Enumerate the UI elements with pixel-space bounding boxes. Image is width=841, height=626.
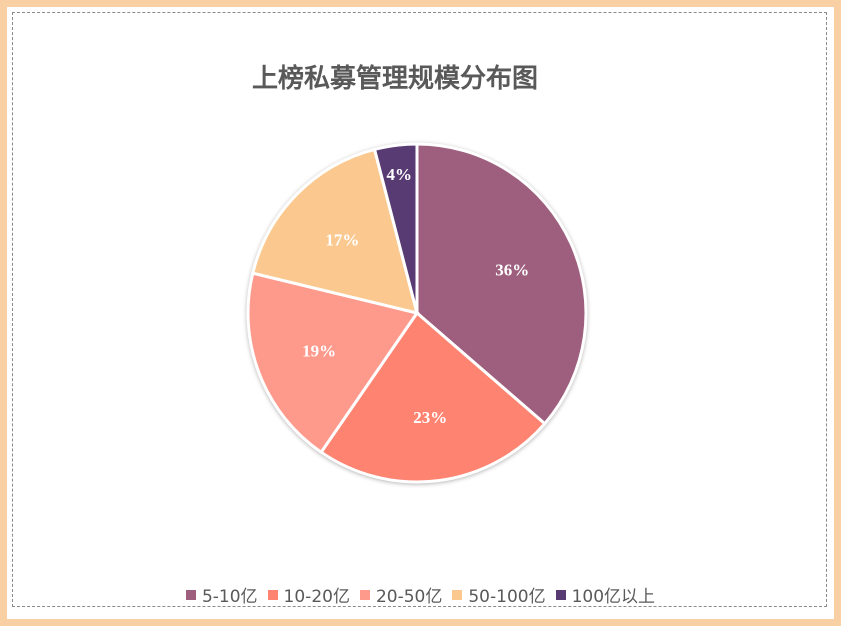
legend-label: 100亿以上 — [571, 587, 656, 607]
legend-item: 50-100亿 — [452, 582, 546, 607]
legend-item: 20-50亿 — [359, 582, 443, 607]
legend-label: 50-100亿 — [468, 587, 546, 607]
pie-slice-4 — [250, 147, 420, 316]
legend: 5-10亿 10-20亿 20-50亿 50-100亿 100亿以上 — [0, 582, 841, 607]
legend-swatch — [555, 589, 566, 600]
data-label: 36% — [495, 260, 529, 279]
pie-slice-3 — [246, 271, 420, 455]
legend-item: 100亿以上 — [555, 582, 656, 607]
legend-swatch — [267, 589, 278, 600]
legend-label: 10-20亿 — [283, 587, 350, 607]
data-label: 17% — [325, 230, 359, 249]
chart-border — [12, 12, 827, 607]
data-label: 23% — [413, 408, 447, 427]
legend-label: 5-10亿 — [201, 587, 258, 607]
legend-swatch — [452, 589, 463, 600]
pie-slice-1 — [415, 142, 588, 426]
legend-label: 20-50亿 — [375, 587, 443, 607]
pie-slice-2 — [319, 310, 547, 484]
pie-slice-5 — [372, 142, 419, 314]
legend-item: 10-20亿 — [267, 582, 350, 607]
legend-swatch — [359, 589, 370, 600]
legend-item: 5-10亿 — [185, 582, 258, 607]
legend-swatch — [185, 589, 196, 600]
data-label: 4% — [386, 165, 412, 184]
chart-title: 上榜私募管理规模分布图 — [251, 64, 538, 94]
data-label: 19% — [302, 341, 336, 360]
